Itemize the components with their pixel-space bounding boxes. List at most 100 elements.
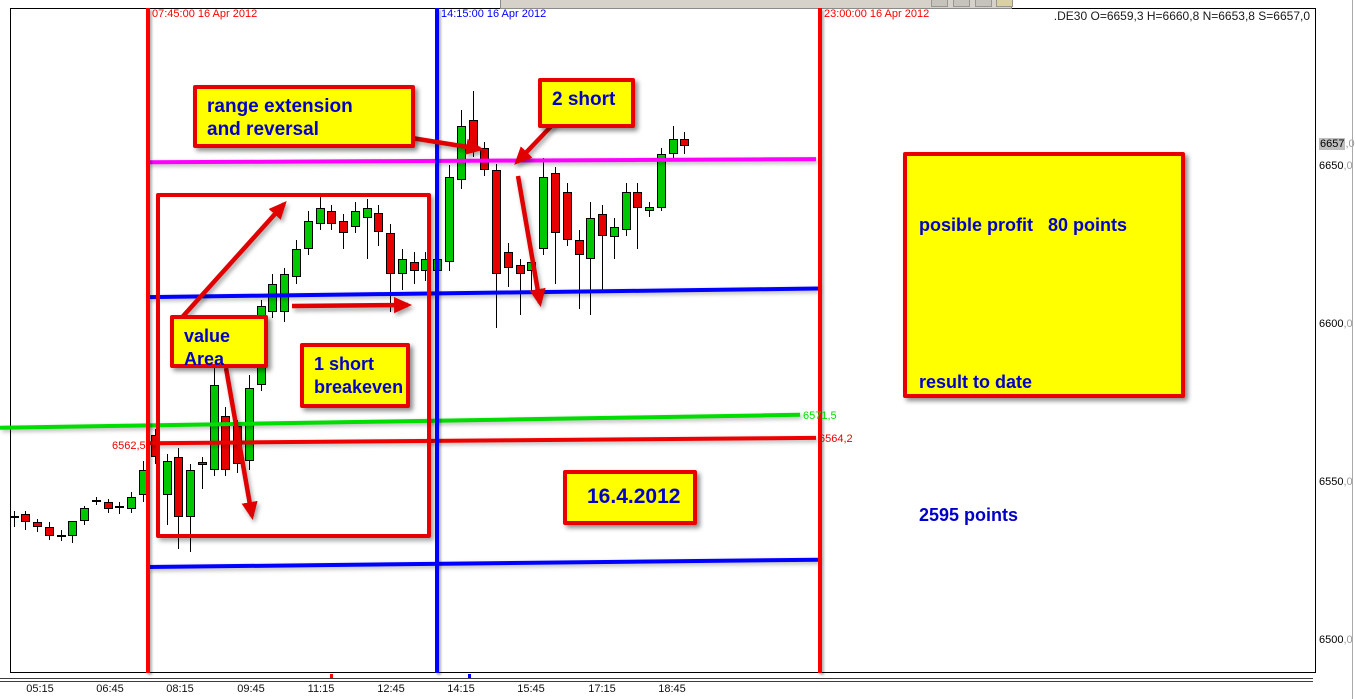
candle-down <box>480 148 490 171</box>
candle-down <box>409 261 419 272</box>
time-tick: 05:15 <box>26 683 54 695</box>
background-window-button[interactable] <box>996 0 1013 7</box>
note-line: range extension <box>207 96 353 117</box>
candle-up <box>609 227 619 237</box>
candle-up <box>445 176 454 262</box>
session-close-line[interactable] <box>818 8 822 673</box>
note-line: result to date <box>919 372 1033 392</box>
red-level-label-right: 6564,2 <box>819 433 853 445</box>
time-tick: 17:15 <box>588 683 616 695</box>
candle-down <box>633 192 643 209</box>
candle-down <box>197 462 207 466</box>
note-profit-summary[interactable]: posible profit 80 points result to date … <box>903 152 1185 525</box>
green-level-label-right: 6571,5 <box>803 410 837 422</box>
candle-down <box>515 264 525 275</box>
candle-wick <box>201 457 203 489</box>
note-line: 2595 points <box>919 505 1019 525</box>
candle-down <box>468 119 478 148</box>
candle-down <box>562 192 572 240</box>
candle-down <box>327 211 337 224</box>
value-area-rectangle[interactable] <box>156 193 431 538</box>
background-window-button[interactable] <box>931 0 948 7</box>
candle-down <box>103 501 113 510</box>
price-tick: 6650,0 <box>1319 160 1353 172</box>
candle-up <box>315 208 325 224</box>
session-open-line[interactable] <box>146 8 150 673</box>
note-line: 1 short <box>314 354 375 374</box>
spacer <box>919 283 1169 325</box>
candle-up <box>656 154 666 209</box>
candle-up <box>668 138 678 155</box>
candle-up <box>162 460 172 496</box>
candle-down <box>56 534 66 537</box>
note-line: Area <box>184 349 225 369</box>
time-tick: 15:45 <box>517 683 545 695</box>
background-window-button[interactable] <box>975 0 992 7</box>
candle-down <box>550 173 560 234</box>
candle-down <box>680 138 690 147</box>
chart-title: .DE30 O=6659,3 H=6660,8 N=6653,8 S=6657,… <box>1053 9 1310 23</box>
spacer <box>919 440 1169 458</box>
price-tick: 6600,0 <box>1319 318 1353 330</box>
window-right-edge <box>1352 0 1353 699</box>
candle-wick <box>637 182 639 250</box>
candle-down <box>598 214 607 237</box>
time-tick: 06:45 <box>96 683 124 695</box>
time-tick: 18:45 <box>658 683 686 695</box>
note-line: 2 short <box>552 89 616 110</box>
note-value-area[interactable]: value Area <box>170 315 268 369</box>
candle-up <box>186 470 195 518</box>
candle-wick <box>366 198 368 259</box>
price-tick: 6550,0 <box>1319 476 1353 488</box>
time-tick: 08:15 <box>166 683 194 695</box>
candle-down <box>574 239 584 256</box>
note-1-short-breakeven[interactable]: 1 short breakeven <box>300 343 410 408</box>
time-tick: 09:45 <box>237 683 265 695</box>
session-close-line-label: 23:00:00 16 Apr 2012 <box>824 8 930 20</box>
note-line: 16.4.2012 <box>587 485 681 508</box>
time-tick: 12:45 <box>377 683 405 695</box>
candle-up <box>292 249 301 278</box>
axis-separator <box>0 681 1313 682</box>
candle-down <box>44 526 54 537</box>
note-date[interactable]: 16.4.2012 <box>563 470 697 525</box>
note-line: value <box>184 326 231 346</box>
candle-up <box>127 496 137 510</box>
background-window-fragment <box>500 0 1013 9</box>
candle-down <box>386 233 396 275</box>
axis-session-mark <box>468 674 471 679</box>
candle-up <box>362 208 372 218</box>
candle-wick <box>578 230 580 309</box>
note-line: and reversal <box>207 119 319 140</box>
note-line: posible profit 80 points <box>919 215 1128 235</box>
candle-up <box>115 506 125 509</box>
candle-up <box>645 206 655 212</box>
background-window-button[interactable] <box>953 0 970 7</box>
axis-session-mark <box>330 674 333 679</box>
current-price-label: 6657,0 <box>1319 138 1355 150</box>
session-open-line-label: 07:45:00 16 Apr 2012 <box>152 8 258 20</box>
candle-down <box>21 514 31 523</box>
candle-down <box>492 170 502 275</box>
candle-down <box>9 515 19 518</box>
note-range-extension[interactable]: range extension and reversal <box>193 85 415 148</box>
candle-up <box>621 192 631 231</box>
candle-up <box>80 508 90 521</box>
red-level-label-left: 6562,5 <box>112 440 146 452</box>
session-mid-line-label: 14:15:00 16 Apr 2012 <box>441 8 547 20</box>
session-mid-line[interactable] <box>435 8 439 673</box>
candle-wick <box>590 201 592 316</box>
candle-up <box>539 176 549 250</box>
candle-up <box>350 211 360 227</box>
candle-down <box>503 252 513 268</box>
time-tick: 14:15 <box>447 683 475 695</box>
note-2-short[interactable]: 2 short <box>538 78 635 128</box>
candle-up <box>68 520 78 537</box>
axis-separator <box>0 678 1313 679</box>
candle-down <box>174 457 184 518</box>
candle-up <box>456 126 466 180</box>
candle-down <box>33 522 42 527</box>
candle-wick <box>13 511 15 527</box>
candle-up <box>303 220 313 250</box>
